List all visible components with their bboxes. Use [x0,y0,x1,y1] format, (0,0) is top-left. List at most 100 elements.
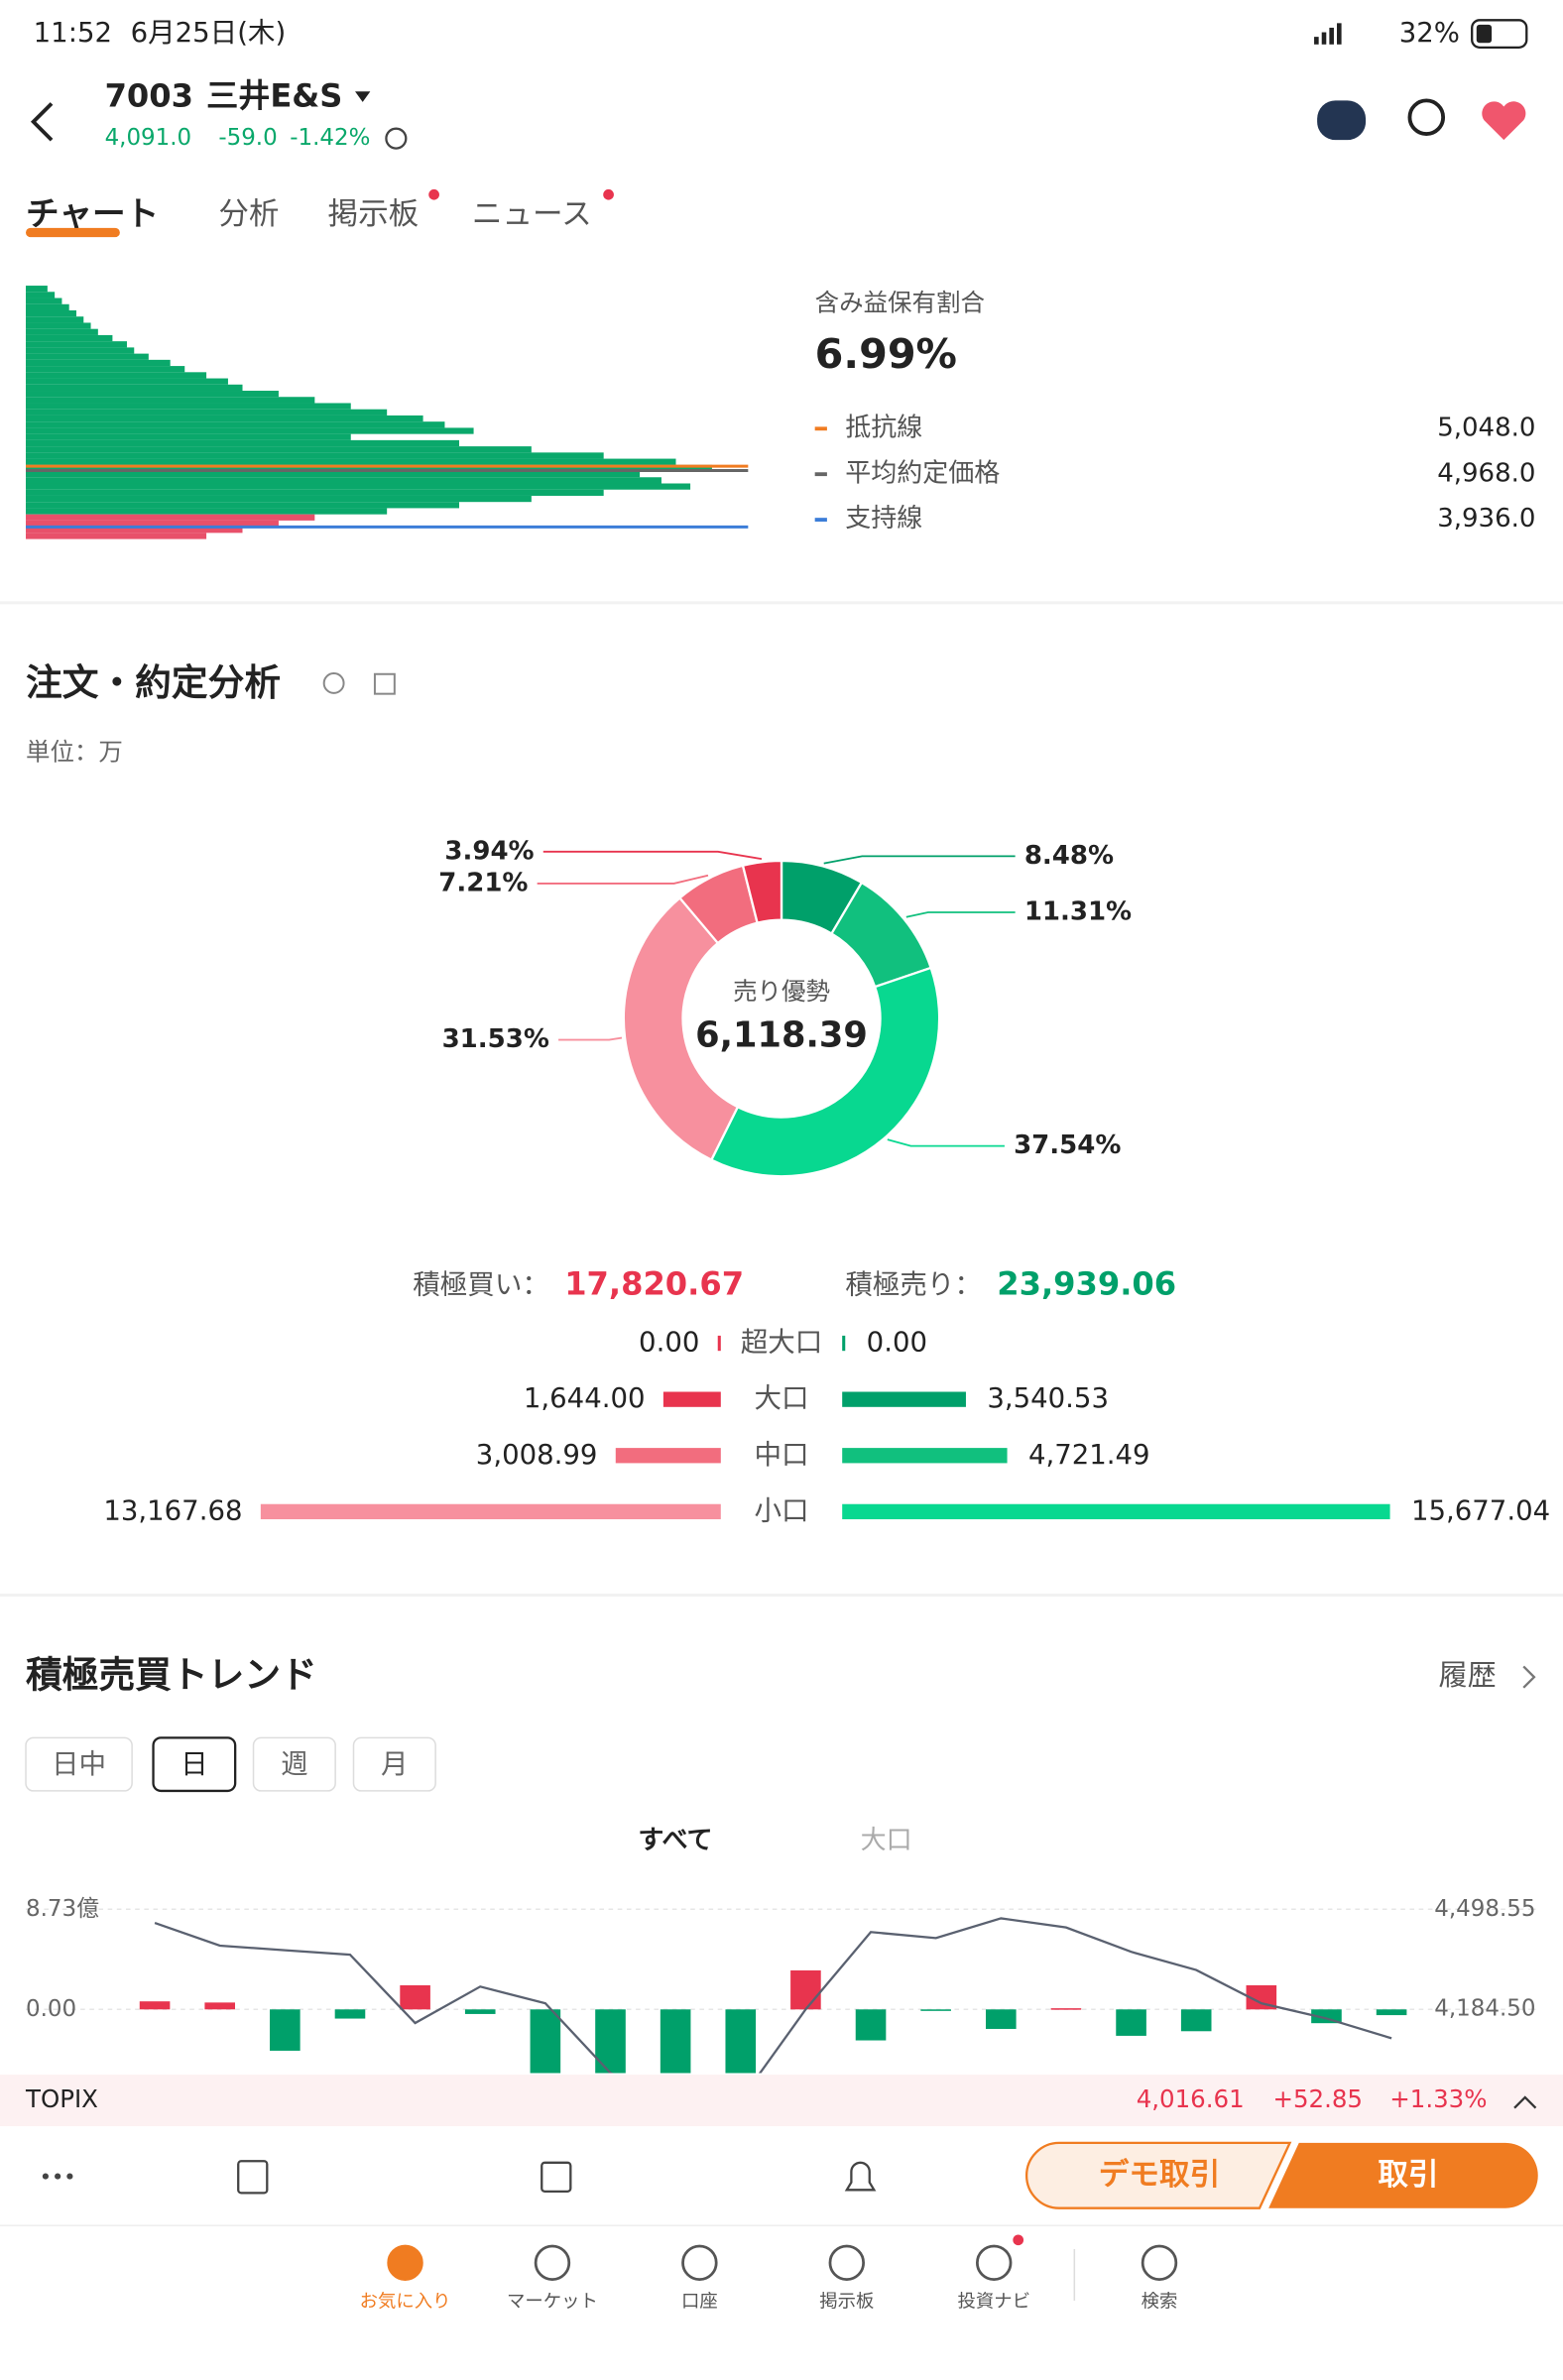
period-button[interactable] [252,1736,336,1792]
profile-bar [26,409,388,416]
profile-bar [26,397,315,404]
clock-icon [385,127,408,150]
profile-bar [26,471,641,478]
change-pct: -1.42% [290,125,370,151]
nav-label[interactable]: お気に入り [360,2292,451,2313]
profile-bar [26,520,279,528]
battery-icon [1471,19,1528,49]
nav-label[interactable]: 検索 [1142,2292,1178,2313]
profile-bar [26,483,691,490]
donut-label: 11.31% [1024,896,1132,926]
nav-icon[interactable] [681,2244,718,2281]
time: 11:52 [34,17,112,49]
nav-label[interactable]: 投資ナビ [957,2292,1029,2313]
trend-bar [1050,2008,1082,2010]
trade-label: 取引 [1378,2158,1438,2193]
profile-bar [26,372,207,379]
trend-bar [530,2009,561,2074]
demo-button[interactable] [1024,2141,1292,2209]
profile-bar [26,514,315,521]
trend-bar [790,1969,821,2010]
donut-label: 31.53% [442,1024,549,1054]
profile-bar [26,391,279,398]
divider [0,1594,1563,1598]
buy-total: 17,820.67 [564,1264,744,1302]
trend-bar [334,2009,366,2019]
dropdown-icon[interactable] [355,91,371,102]
more-icon[interactable] [42,2173,73,2180]
info-icon[interactable] [322,672,345,694]
date: 6月25日(木) [131,17,287,49]
leader-line [558,1036,623,1041]
trend-bar [464,2009,496,2014]
trend-bar [1376,2009,1407,2016]
nav-label[interactable]: マーケット [507,2292,598,2313]
size-label: 大口 [754,1382,808,1414]
donut-label: 7.21% [438,868,528,897]
topix-bar[interactable] [0,2075,1563,2127]
profile-bar [26,458,676,465]
period-button[interactable] [152,1736,237,1793]
expand-icon[interactable] [1513,2095,1537,2109]
stock-code: 7003 [105,76,193,114]
nav-icon[interactable] [534,2244,571,2281]
leader-line [542,850,763,861]
profile-bar [26,464,712,472]
tab[interactable]: 分析 [218,197,279,232]
note-icon[interactable] [237,2160,269,2195]
tab-indicator [26,227,120,238]
tab-active[interactable]: チャート [26,194,159,233]
search-icon[interactable] [1407,98,1446,136]
sell-value: 0.00 [867,1327,927,1359]
nav-icon[interactable] [976,2244,1013,2281]
profile-bar [26,303,69,310]
demo-label: デモ取引 [1099,2157,1220,2193]
profile-bar [26,334,113,342]
profile-bar [26,452,604,459]
nav-icon[interactable] [1141,2244,1178,2281]
profile-bar [26,353,149,360]
donut-center-value: 6,118.39 [695,1014,868,1055]
size-label: 超大口 [741,1327,823,1359]
buy-bar [717,1335,721,1352]
period-button[interactable] [25,1736,133,1792]
section-title: 注文・約定分析 [26,661,281,704]
buy-value: 3,008.99 [476,1439,598,1471]
sell-total: 23,939.06 [997,1264,1176,1302]
nav-icon[interactable] [387,2244,423,2281]
robot-icon[interactable] [1317,100,1367,141]
legend-name: 抵抗線 [845,413,922,442]
favorite-icon[interactable] [1482,101,1526,141]
profile-bar [26,415,423,422]
profile-bar [26,495,532,503]
tab[interactable]: 掲示板 [328,197,420,232]
donut-segment [741,859,783,925]
trade-button[interactable] [1268,2142,1538,2208]
back-button[interactable] [30,102,54,142]
period-button[interactable] [352,1736,436,1792]
donut-segment [709,966,941,1178]
size-label: 中口 [754,1439,808,1471]
donut-segment [622,895,740,1162]
ratio-value: 6.99% [815,330,957,378]
y-tick-label: 0.00 [26,1996,76,2022]
tab[interactable]: ニュース [472,197,592,232]
nav-label[interactable]: 掲示板 [819,2292,874,2313]
share-icon[interactable] [373,672,396,695]
profile-bar [26,489,604,496]
stock-name[interactable]: 三井E&S [206,76,342,114]
profile-bar [26,298,62,304]
alert-icon[interactable] [844,2161,877,2192]
nav-icon[interactable] [828,2244,866,2281]
history-link[interactable]: 履歴 [1439,1658,1497,1692]
filter[interactable]: 大口 [861,1826,912,1855]
leader-line [887,1138,1005,1147]
sell-bar [842,1448,1008,1464]
y2-tick-label: 4,498.55 [1434,1896,1535,1922]
share-icon[interactable] [541,2161,572,2194]
period-label: 日 [180,1748,208,1780]
topix-change-pct: +1.33% [1389,2084,1487,2113]
filter-active[interactable]: すべて [638,1826,712,1855]
nav-label[interactable]: 口座 [681,2292,718,2313]
badge [603,188,614,200]
